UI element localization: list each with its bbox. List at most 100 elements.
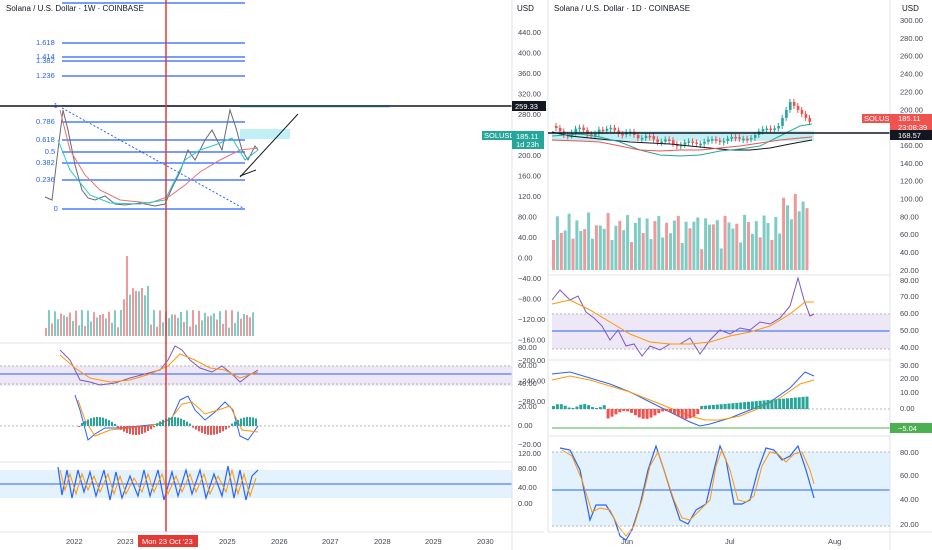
oscillator-tick-label: −20.00 — [518, 440, 541, 449]
macd-hist-bar — [195, 426, 197, 430]
macd-hist-bar — [704, 405, 708, 409]
candle — [668, 139, 671, 141]
price-tick-label: −40.00 — [518, 274, 541, 283]
macd-tick-label: 10.00 — [900, 388, 919, 397]
left-macd-signal — [77, 399, 259, 437]
volume-bar — [672, 220, 676, 270]
volume-bar — [240, 318, 242, 336]
volume-bar — [78, 325, 80, 336]
price-tick-label: 200.00 — [900, 105, 923, 114]
volume-bar — [195, 324, 197, 336]
right-price-scale[interactable]: USD 300.00 280.00 260.00 240.00 220.00 200.00… — [862, 0, 932, 550]
volume-bar — [252, 312, 254, 336]
macd-hist-bar — [622, 409, 626, 412]
candle — [773, 128, 776, 130]
candle — [691, 141, 695, 143]
volume-bar — [630, 242, 633, 270]
macd-hist-bar — [120, 426, 122, 430]
time-tick-label: 2023 — [117, 537, 134, 546]
uptrend-line[interactable] — [239, 169, 257, 177]
volume-bar — [645, 218, 649, 270]
price-tick-label: 80.00 — [900, 212, 919, 221]
macd-hist-bar — [153, 426, 155, 428]
volume-bar — [606, 212, 610, 270]
candle — [808, 117, 812, 122]
volume-bar — [591, 238, 594, 270]
price-tick-label: 280.00 — [518, 110, 541, 119]
right-price-badge-text: 185.11 — [898, 114, 920, 123]
right-chart[interactable]: Solana / U.S. Dollar · 1D · COINBASE — [547, 0, 932, 541]
right-volume — [552, 193, 809, 270]
macd-hist-bar — [688, 409, 692, 419]
left-symbol-badge — [482, 131, 512, 140]
macd-hist-bar — [719, 404, 723, 409]
macd-hist-bar — [108, 420, 110, 426]
macd-tick-label: 20.00 — [900, 374, 919, 383]
volume-bar — [183, 322, 185, 336]
time-tick-label: 2028 — [374, 537, 391, 546]
macd-hist-bar — [198, 426, 200, 432]
left-chart[interactable]: Solana / U.S. Dollar · 1W · COINBASE 1.6… — [0, 0, 512, 532]
right-stoch-ticks: 80.00 60.00 40.00 20.00 — [900, 448, 919, 529]
macd-hist-bar — [571, 407, 575, 409]
candle — [750, 137, 753, 140]
uptrend-line[interactable] — [239, 113, 299, 178]
rsi-tick-label: 80.00 — [900, 276, 919, 285]
left-rsi-ma — [59, 353, 259, 383]
volume-bar — [228, 327, 230, 336]
rsi-tick-label: 60.00 — [900, 309, 919, 318]
time-tick-label: Aug — [828, 537, 841, 546]
volume-bar — [610, 240, 614, 270]
time-tick-label: Jul — [725, 537, 735, 546]
downtrend-line[interactable] — [61, 107, 244, 209]
volume-bar — [219, 311, 221, 336]
macd-hist-bar — [213, 426, 215, 435]
macd-tick-label: 0.00 — [900, 404, 915, 413]
macd-hist-bar — [610, 409, 614, 417]
volume-bar — [216, 319, 218, 336]
right-price-scale-bg — [890, 0, 932, 532]
macd-hist-bar — [692, 409, 696, 417]
macd-hist-bar — [793, 397, 797, 409]
volume-bar — [207, 316, 209, 336]
volume-bar — [81, 310, 83, 336]
volume-bar — [715, 220, 719, 270]
right-time-axis[interactable]: Jun Jul Aug — [548, 531, 932, 546]
volume-bar — [676, 215, 680, 270]
left-time-axis[interactable]: 2022 2023 2025 2026 2027 2028 2029 2030 Mon 23 … — [0, 531, 544, 547]
macd-hist-bar — [715, 404, 719, 409]
price-tick-label: 120.00 — [518, 192, 541, 201]
macd-hist-bar — [207, 426, 209, 435]
candle — [660, 141, 663, 144]
volume-bar — [246, 315, 248, 336]
candle — [753, 135, 757, 138]
macd-tick-label: 30.00 — [900, 361, 919, 370]
volume-bar — [641, 233, 645, 270]
price-tick-label: 320.00 — [518, 90, 541, 99]
volume-bar — [138, 291, 140, 336]
macd-hist-bar — [204, 426, 206, 435]
candle — [765, 128, 769, 131]
price-tick-label: 20.00 — [900, 266, 919, 275]
oscillator-tick-label: 60.00 — [518, 361, 537, 370]
macd-hist-bar — [156, 423, 158, 426]
candle — [644, 135, 648, 139]
price-tick-label: −80.00 — [518, 295, 541, 304]
right-level-badge — [890, 130, 932, 140]
macd-hist-bar — [93, 417, 95, 426]
volume-bar — [249, 317, 251, 336]
volume-bar — [168, 318, 170, 336]
right-countdown-badge: 23:08:39 — [898, 123, 927, 132]
price-tick-label: 60.00 — [900, 230, 919, 239]
volume-bar — [747, 222, 750, 270]
candle — [785, 109, 788, 118]
price-tick-label: 240.00 — [900, 70, 923, 79]
left-price-scale[interactable]: USD 440.00400.00360.00320.00280.00240.00… — [482, 0, 546, 550]
macd-hist-bar — [684, 409, 688, 419]
macd-hist-bar — [602, 405, 606, 409]
volume-bar — [99, 314, 101, 336]
volume-bar — [69, 312, 71, 336]
macd-hist-bar — [591, 407, 594, 409]
oscillator-tick-label: 80.00 — [518, 343, 537, 352]
candle — [699, 143, 702, 146]
